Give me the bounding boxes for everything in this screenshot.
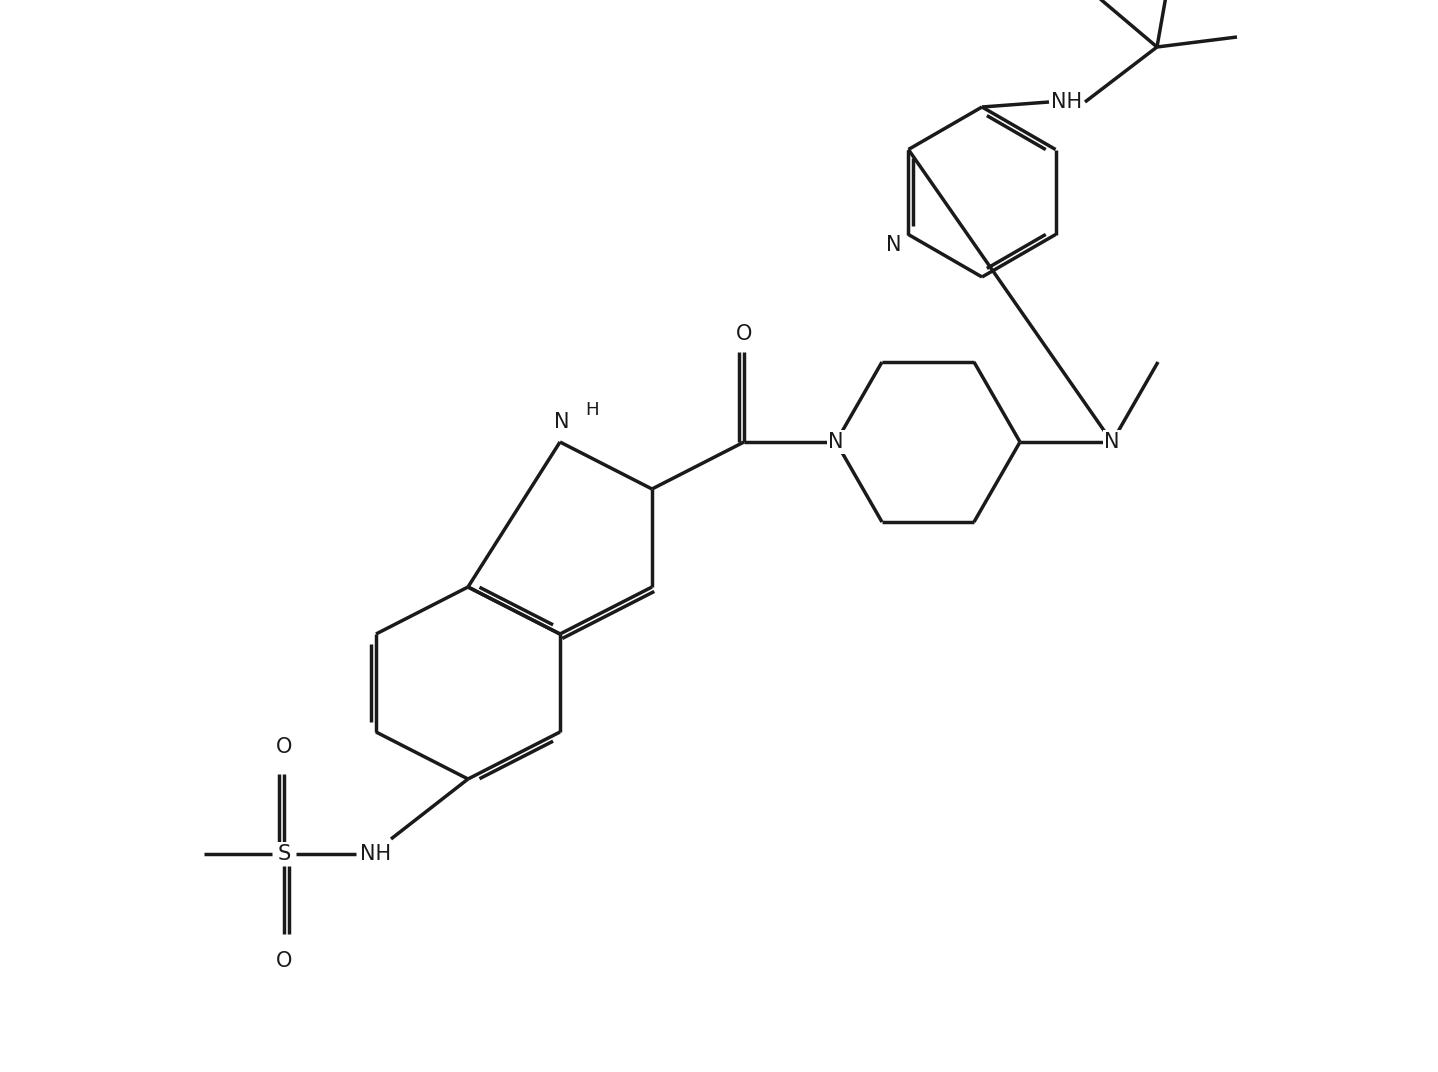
Text: O: O: [276, 951, 292, 971]
Text: N: N: [554, 412, 569, 432]
Text: S: S: [278, 844, 290, 864]
Text: NH: NH: [1051, 92, 1083, 111]
Text: N: N: [1104, 432, 1120, 452]
Text: O: O: [276, 738, 292, 757]
Text: H: H: [585, 401, 598, 419]
Text: NH: NH: [361, 844, 391, 864]
Text: N: N: [886, 235, 902, 254]
Text: O: O: [736, 324, 752, 344]
Text: N: N: [828, 432, 844, 452]
